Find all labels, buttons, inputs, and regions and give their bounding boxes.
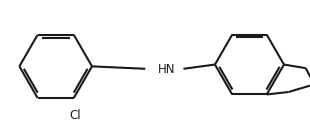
- Text: Cl: Cl: [69, 109, 81, 122]
- Text: HN: HN: [157, 63, 175, 76]
